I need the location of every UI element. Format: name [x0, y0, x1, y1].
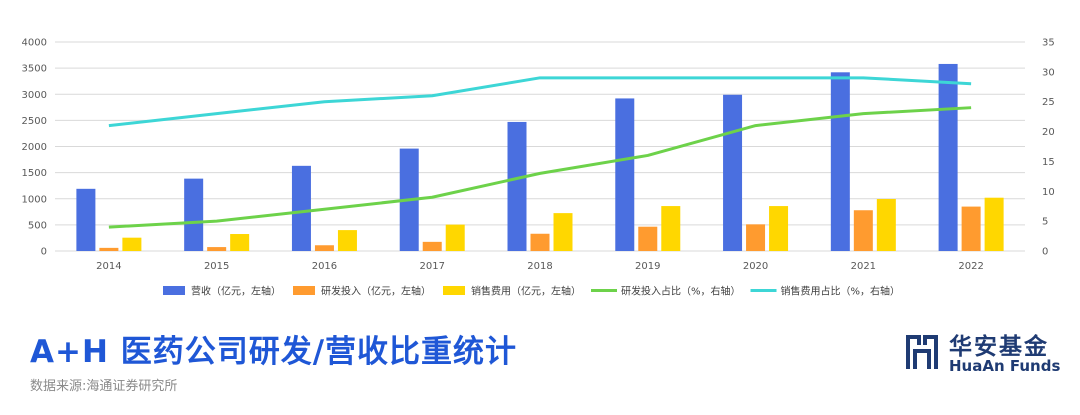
x-tick-label: 2021: [851, 261, 876, 272]
y-right-tick-label: 10: [1042, 187, 1055, 198]
bar-2-2014: [122, 237, 142, 251]
huaan-logo-icon: [906, 335, 938, 369]
y-left-tick-label: 4000: [22, 38, 47, 49]
y-left-tick-label: 0: [41, 247, 47, 258]
y-right-tick-label: 5: [1042, 217, 1048, 228]
legend-swatch-1: [293, 286, 315, 295]
x-tick-label: 2022: [958, 261, 983, 272]
line-series-0: [108, 106, 972, 229]
legend-label-0: 营收（亿元，左轴）: [191, 285, 281, 298]
legend-label-4: 销售费用占比（%，右轴）: [781, 285, 901, 298]
y-right-tick-label: 20: [1042, 127, 1055, 138]
x-tick-label: 2016: [312, 261, 337, 272]
page-title: A+H 医药公司研发/营收比重统计: [30, 334, 518, 370]
x-tick-label: 2017: [419, 261, 444, 272]
bar-2-2017: [445, 224, 465, 251]
y-left-tick-label: 2000: [22, 142, 47, 153]
bar-2-2016: [337, 230, 357, 251]
y-left-tick-label: 1000: [22, 194, 47, 205]
bar-0-2021: [830, 72, 850, 252]
bar-2-2020: [769, 206, 789, 251]
y-left-tick-label: 3000: [22, 90, 47, 101]
data-source: 数据来源:海通证券研究所: [30, 379, 178, 394]
y-right-tick-label: 35: [1042, 38, 1055, 49]
combo-chart: 0 500 1000 1500 2000 2500 3000 3500 4000 0 5 10 15 20…: [22, 38, 1055, 298]
bar-0-2015: [184, 178, 204, 251]
logo-text-en: HuaAn Funds: [949, 357, 1061, 375]
x-tick-label: 2018: [527, 261, 552, 272]
bar-0-2016: [291, 165, 311, 251]
legend-swatch-0: [163, 286, 185, 295]
bar-1-2015: [207, 247, 227, 251]
bar-2-2022: [984, 197, 1004, 251]
legend-label-3: 研发投入占比（%，右轴）: [621, 285, 741, 298]
logo-text-cn: 华安基金: [949, 334, 1049, 360]
bar-1-2017: [422, 241, 442, 251]
x-tick-label: 2019: [635, 261, 660, 272]
bar-1-2014: [99, 247, 119, 251]
y-right-tick-label: 0: [1042, 247, 1048, 258]
bar-2-2021: [876, 199, 896, 251]
y-left-tick-label: 500: [28, 220, 47, 231]
legend-label-2: 销售费用（亿元，左轴）: [471, 285, 581, 298]
bar-0-2019: [615, 98, 635, 252]
y-left-tick-label: 1500: [22, 168, 47, 179]
bar-1-2021: [853, 210, 873, 251]
bar-2-2018: [553, 213, 573, 251]
bar-0-2020: [723, 94, 743, 252]
bar-1-2020: [746, 224, 766, 251]
y-left-tick-label: 2500: [22, 116, 47, 127]
legend-swatch-2: [443, 286, 465, 295]
bar-0-2022: [938, 63, 958, 251]
y-right-tick-label: 25: [1042, 97, 1055, 108]
x-tick-label: 2020: [743, 261, 768, 272]
bar-1-2022: [961, 206, 981, 251]
y-right-tick-label: 30: [1042, 67, 1055, 78]
y-left-tick-label: 3500: [22, 64, 47, 75]
huaan-funds-logo: 华安基金 HuaAn Funds: [905, 327, 1065, 375]
bar-1-2018: [530, 233, 550, 251]
legend-label-1: 研发投入（亿元，左轴）: [321, 285, 431, 298]
y-right-tick-label: 15: [1042, 157, 1055, 168]
bar-2-2019: [661, 206, 681, 251]
bar-0-2018: [507, 121, 527, 251]
x-tick-label: 2014: [96, 261, 121, 272]
x-tick-label: 2015: [204, 261, 229, 272]
line-series-1: [108, 76, 972, 128]
bar-1-2019: [638, 226, 658, 251]
bar-0-2014: [76, 188, 96, 251]
bar-1-2016: [314, 245, 334, 251]
bar-2-2015: [230, 234, 250, 251]
